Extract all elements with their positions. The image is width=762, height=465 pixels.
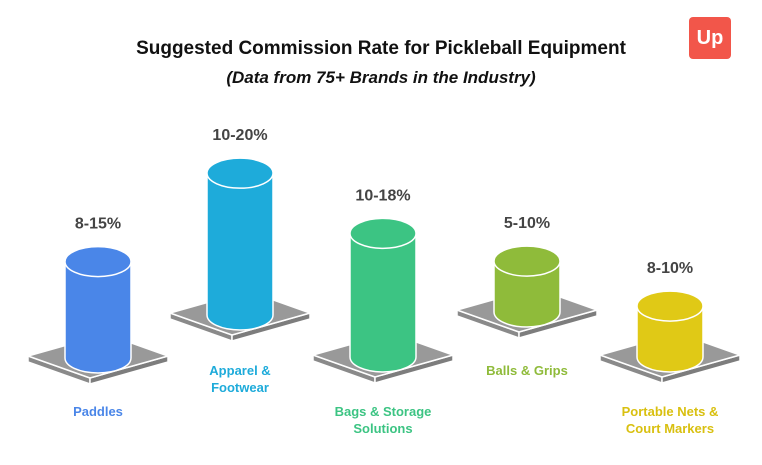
value-label: 10-18% xyxy=(355,187,410,204)
logo-text: Up xyxy=(696,27,724,49)
category-label: Bags & Storage Solutions xyxy=(335,404,432,436)
cylinder-bar xyxy=(493,260,561,328)
category-label: Apparel & Footwear xyxy=(209,363,270,395)
category-label-line: Apparel & xyxy=(209,363,270,378)
category-label: Portable Nets & Court Markers xyxy=(622,404,719,436)
cylinder-bar xyxy=(64,260,132,374)
cylinder-bar xyxy=(636,305,704,373)
category-label-line: Solutions xyxy=(353,421,412,436)
chart-title: Suggested Commission Rate for Pickleball… xyxy=(136,38,626,59)
cylinder-top xyxy=(349,217,417,250)
category-label-line: Balls & Grips xyxy=(486,363,568,378)
value-label: 10-20% xyxy=(212,127,267,144)
bar-group-2: 10-18% Bags & Storage Solutions xyxy=(310,187,456,436)
chart-subtitle: (Data from 75+ Brands in the Industry) xyxy=(226,68,536,87)
value-label: 5-10% xyxy=(504,215,550,232)
category-label-line: Court Markers xyxy=(626,421,714,436)
cylinder-top xyxy=(636,290,704,322)
category-label-line: Footwear xyxy=(211,380,269,395)
category-label-line: Portable Nets & xyxy=(622,404,719,419)
category-label: Balls & Grips xyxy=(486,363,568,378)
brand-logo: Up xyxy=(689,17,731,59)
bar-group-4: 8-10% Portable Nets & Court Markers xyxy=(597,260,743,436)
value-label: 8-15% xyxy=(75,216,121,233)
category-label-line: Paddles xyxy=(73,404,123,419)
cylinder-bar xyxy=(206,172,274,331)
category-label: Paddles xyxy=(73,404,123,419)
category-label-line: Bags & Storage xyxy=(335,404,432,419)
cylinder-top xyxy=(493,245,561,277)
bar-group-3: 5-10% Balls & Grips xyxy=(454,215,600,378)
bar-group-1: 10-20% Apparel & Footwear xyxy=(167,127,313,395)
cylinder-top xyxy=(206,157,274,189)
bar-group-0: 8-15% Paddles xyxy=(25,216,171,419)
cylinder-top xyxy=(64,245,132,278)
value-label: 8-10% xyxy=(647,260,693,277)
cylinder-bar xyxy=(349,232,417,373)
